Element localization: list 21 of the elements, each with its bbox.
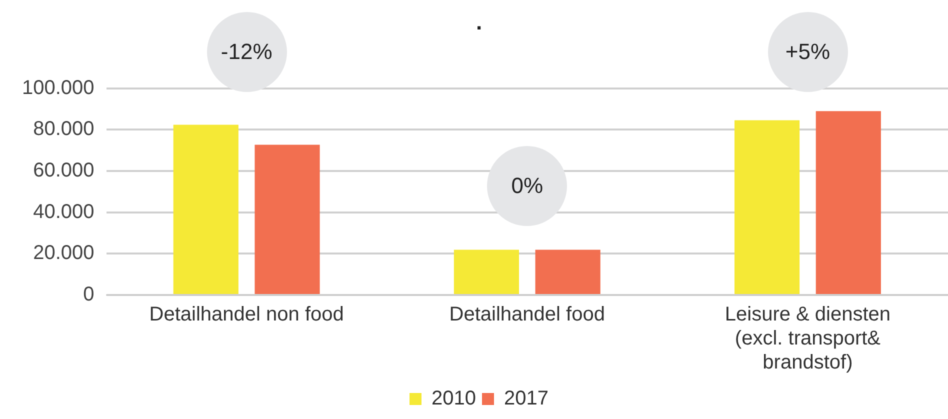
x-tick-label: Detailhandel food — [449, 304, 605, 326]
x-tick-label: Detailhandel non food — [149, 304, 344, 326]
bar — [173, 124, 238, 294]
y-tick-label: 60.000 — [33, 160, 94, 182]
legend-label: 2010 — [432, 388, 476, 410]
y-tick-label: 100.000 — [22, 76, 94, 99]
legend-label: 2017 — [504, 388, 548, 410]
circle-badge: 0% — [487, 146, 568, 226]
circle-badge: +5% — [768, 12, 848, 92]
bar — [734, 120, 800, 294]
bar — [535, 250, 600, 294]
bar — [454, 250, 520, 294]
chart-title: . — [476, 9, 482, 34]
x-tick-label: Leisure & diensten (excl. transport& brandstof) — [724, 304, 891, 374]
bar — [254, 144, 320, 294]
circle-badge: -12% — [206, 12, 287, 92]
y-tick-label: 0 — [83, 284, 94, 306]
y-tick-label: 40.000 — [33, 200, 94, 223]
y-tick-label: 20.000 — [33, 242, 94, 264]
y-tick-label: 80.000 — [33, 118, 94, 140]
bar — [816, 111, 881, 294]
